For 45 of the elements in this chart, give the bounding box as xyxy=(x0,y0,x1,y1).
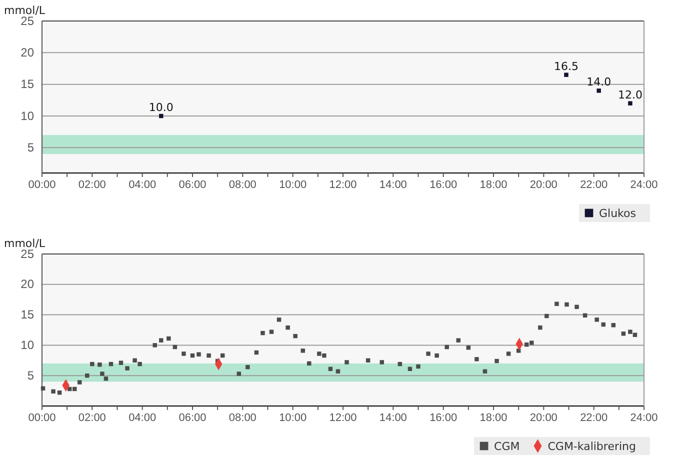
legend-label: Glukos xyxy=(599,207,636,220)
x-tick-label: 00:00 xyxy=(28,412,56,424)
data-label: 16.5 xyxy=(554,60,578,73)
x-tick-label: 20:00 xyxy=(530,412,558,424)
x-tick-label: 22:00 xyxy=(580,178,608,191)
y-tick-label: 5 xyxy=(27,368,34,382)
x-tick-label: 02:00 xyxy=(78,412,106,424)
x-tick-label: 16:00 xyxy=(430,412,458,424)
x-tick-label: 10:00 xyxy=(279,178,307,191)
y-tick-label: 20 xyxy=(20,46,34,60)
x-tick-label: 10:00 xyxy=(279,412,307,424)
x-tick-label: 18:00 xyxy=(480,412,508,424)
data-label: 10.0 xyxy=(148,101,174,114)
x-tick-label: 14:00 xyxy=(379,412,407,424)
x-tick-label: 00:00 xyxy=(28,178,56,191)
x-tick-label: 14:00 xyxy=(379,178,407,191)
data-label: 14.0 xyxy=(586,76,612,89)
y-tick-label: 15 xyxy=(20,77,34,92)
x-tick-label: 18:00 xyxy=(480,178,508,191)
data-label: 12.0 xyxy=(618,88,642,102)
x-tick-label: 02:00 xyxy=(78,178,106,191)
point xyxy=(596,88,601,93)
point xyxy=(159,114,164,118)
x-tick-label: 24:00 xyxy=(630,178,658,191)
x-tick-label: 08:00 xyxy=(228,412,256,424)
x-tick-label: 20:00 xyxy=(530,178,558,191)
x-tick-label: 04:00 xyxy=(128,178,156,191)
x-tick-label: 22:00 xyxy=(580,412,608,424)
y-tick-label: 5 xyxy=(27,140,34,155)
point xyxy=(628,101,632,106)
y-tick-label: 20 xyxy=(20,277,34,292)
y-tick-label: 10 xyxy=(20,338,34,352)
x-tick-label: 12:00 xyxy=(329,178,357,191)
x-tick-label: 06:00 xyxy=(178,412,206,424)
y-tick-label: 10 xyxy=(20,108,34,123)
point xyxy=(564,72,568,77)
legend-label: CGM-kalibrering xyxy=(548,440,636,453)
x-tick-label: 08:00 xyxy=(228,178,256,191)
legend-label: CGM xyxy=(494,440,520,453)
x-tick-label: 24:00 xyxy=(630,412,658,424)
x-tick-label: 06:00 xyxy=(178,178,206,191)
x-tick-label: 16:00 xyxy=(430,178,458,191)
x-tick-label: 04:00 xyxy=(128,412,156,424)
y-tick-label: 15 xyxy=(20,308,34,322)
x-tick-label: 12:00 xyxy=(329,412,357,424)
